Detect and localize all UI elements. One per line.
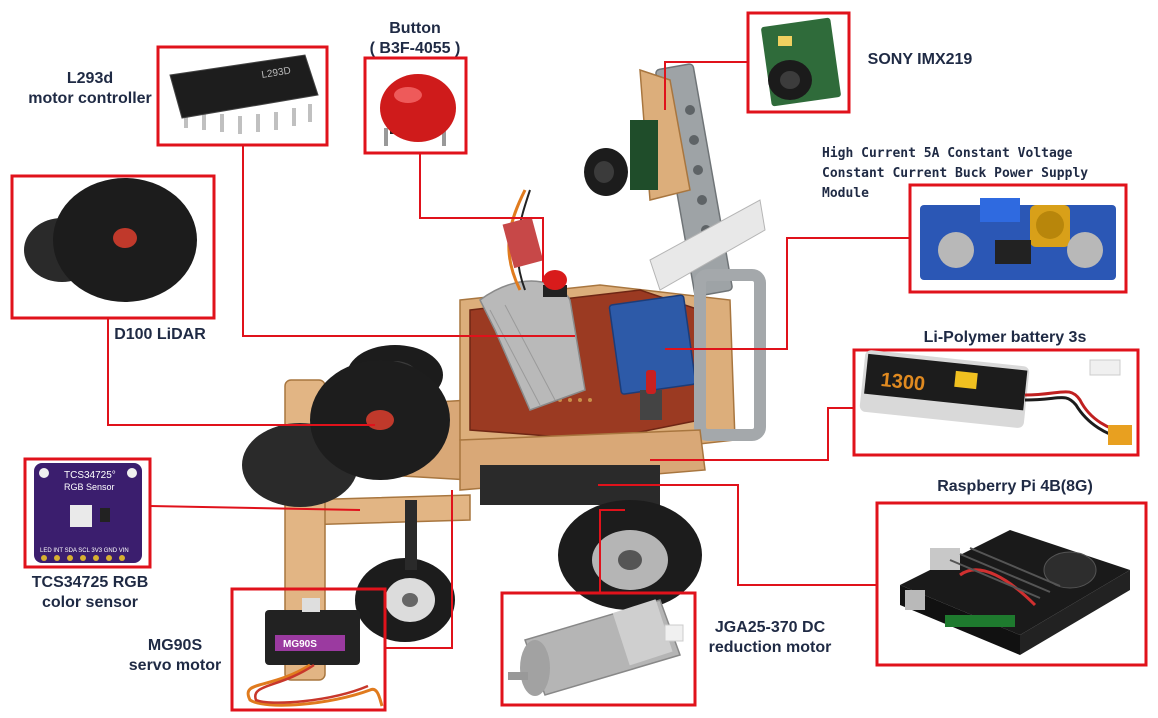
raspberry-pi-label: Raspberry Pi 4B(8G)	[937, 478, 1093, 495]
servo-label-line1: MG90S	[147, 637, 203, 654]
callout-line-rgb	[149, 505, 361, 511]
callout-line-l293d	[242, 145, 575, 337]
l293d-label: L293d motor controller	[10, 69, 170, 109]
servo-picture: MG90S	[246, 598, 384, 707]
l293d-label-line1: L293d	[66, 70, 114, 87]
callout-line-button	[419, 153, 544, 282]
buck-label-line2: Constant Current Buck Power Supply	[822, 166, 1089, 181]
button-box	[363, 56, 468, 155]
button-label-line1: Button	[389, 20, 441, 37]
callout-lines	[107, 61, 910, 649]
l293d-box	[156, 45, 329, 147]
lego-frame	[694, 269, 766, 441]
rgb-sensor-box	[23, 457, 152, 569]
callout-line-servo	[385, 490, 453, 649]
camera-picture	[761, 17, 841, 107]
buck-module-picture	[920, 198, 1116, 280]
buck-label: High Current 5A Constant Voltage Constan…	[822, 144, 1142, 204]
lidar-picture	[24, 178, 197, 302]
rgb-board-subtitle: RGB Sensor	[64, 482, 115, 492]
toggle-switch	[640, 390, 662, 420]
buck-module-mounted	[608, 294, 697, 395]
callout-line-dcmotor	[599, 509, 625, 593]
servo-box	[230, 587, 387, 712]
servo-body-marking: MG90S	[283, 639, 317, 650]
rgb-sensor-label: TCS34725 RGB color sensor	[15, 573, 165, 613]
servo-label: MG90S servo motor	[115, 636, 235, 676]
l293d-label-line2: motor controller	[28, 90, 152, 107]
camera-label: SONY IMX219	[867, 51, 973, 68]
callout-line-lidar	[107, 318, 375, 426]
l293d-picture: L293D	[169, 54, 319, 134]
rgb-board-pins: LED INT SDA SCL 3V3 GND VIN	[40, 548, 129, 554]
battery-picture: 1300	[859, 350, 1132, 445]
rgb-board-title: TCS34725°	[64, 470, 116, 481]
dc-motor-picture	[508, 599, 684, 696]
button-label-line2: ( B3F-4055 )	[369, 40, 461, 57]
battery-label: Li-Polymer battery 3s	[923, 329, 1087, 346]
lidar-mounted	[242, 360, 450, 507]
button-mounted	[543, 270, 567, 297]
dc-motor-label-line2: reduction motor	[708, 639, 832, 656]
servo-label-line2: servo motor	[128, 657, 222, 674]
callout-line-camera	[664, 61, 748, 110]
buck-label-line1: High Current 5A Constant Voltage	[822, 146, 1073, 161]
dc-motor-label: JGA25-370 DC reduction motor	[700, 618, 840, 658]
dc-motor-label-line1: JGA25-370 DC	[714, 619, 826, 636]
component-boxes	[10, 11, 1148, 712]
camera-mounted	[584, 120, 658, 196]
lidar-label: D100 LiDAR	[114, 326, 206, 343]
battery-box	[852, 348, 1140, 457]
buck-label-line3: Module	[822, 186, 869, 201]
callout-line-buck	[665, 237, 910, 350]
camera-box	[746, 11, 851, 114]
button-picture	[380, 74, 456, 146]
lidar-box	[10, 174, 216, 320]
rgb-label-line2: color sensor	[41, 594, 139, 611]
callout-line-battery	[650, 407, 854, 461]
battery-pack-marking: 1300	[880, 369, 927, 396]
raspberry-pi-box	[875, 501, 1148, 667]
chip-marking: L293D	[261, 65, 292, 80]
raspberry-pi-picture	[900, 530, 1130, 655]
front-wheel-left	[355, 558, 455, 642]
dc-motor-box	[500, 591, 697, 707]
front-wheel-right	[558, 500, 702, 610]
rgb-label-line1: TCS34725 RGB	[31, 574, 149, 591]
rgb-sensor-picture: TCS34725° RGB Sensor LED INT SDA SCL 3V3…	[34, 463, 142, 563]
callout-line-rpi	[598, 484, 877, 586]
buck-box	[908, 183, 1128, 294]
button-label: Button ( B3F-4055 )	[345, 19, 485, 59]
